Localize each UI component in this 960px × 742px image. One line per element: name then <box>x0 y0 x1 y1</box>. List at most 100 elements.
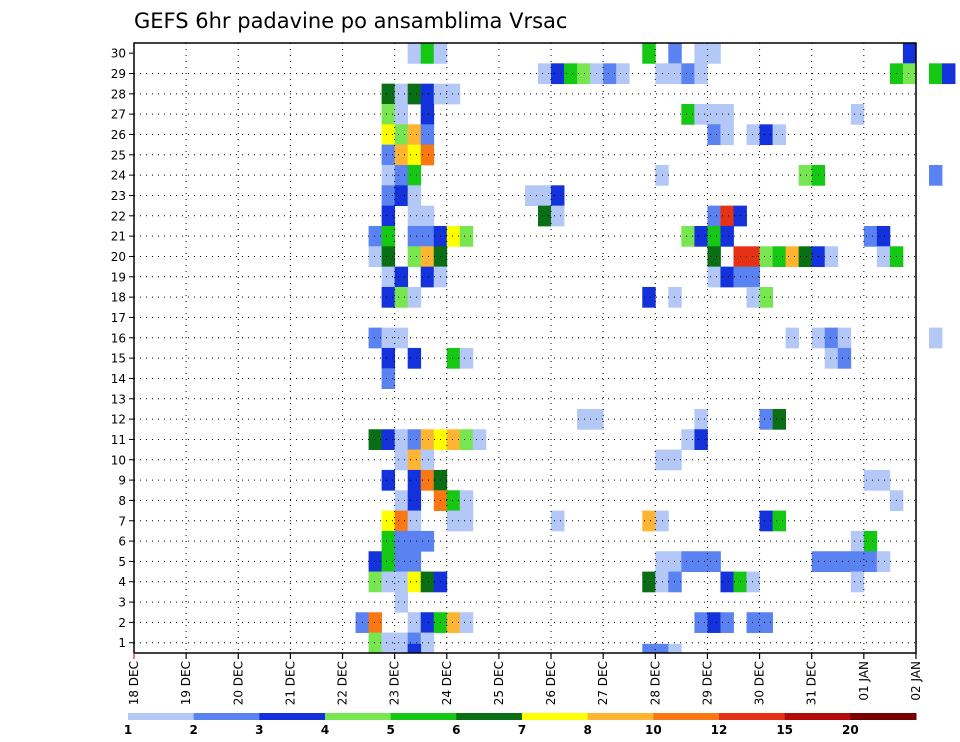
heatmap-cell <box>420 530 435 552</box>
heatmap-cell <box>837 347 852 369</box>
colorbar-swatch <box>193 713 260 720</box>
heatmap-cell <box>538 205 552 227</box>
heatmap-cell <box>394 185 409 207</box>
heatmap-cell <box>655 643 669 653</box>
heatmap-cell <box>407 429 422 450</box>
heatmap-cell <box>577 408 591 430</box>
colorbar-label: 10 <box>645 723 662 737</box>
heatmap-cell <box>407 347 422 369</box>
x-axis-ticks: 18 DEC 19 DEC 20 DEC 21 DEC 22 DEC 23 DEC 24 D… <box>127 653 923 705</box>
heatmap-cell <box>642 510 656 532</box>
heatmap-cell <box>420 225 435 247</box>
colorbar-label: 15 <box>776 723 793 737</box>
heatmap-cell <box>407 530 422 552</box>
heatmap-cell <box>381 347 396 369</box>
x-tick-label: 01 JAN <box>857 661 871 701</box>
heatmap-cell <box>446 510 461 532</box>
heatmap-cell <box>394 327 409 349</box>
heatmap-cell <box>407 571 422 593</box>
heatmap-cell <box>368 551 383 572</box>
heatmap-cell <box>394 490 409 511</box>
heatmap-cell <box>759 124 773 146</box>
heatmap-cell <box>394 266 409 288</box>
heatmap-cell <box>368 571 383 593</box>
heatmap-cell <box>394 83 409 105</box>
y-tick-label: 5 <box>118 555 126 569</box>
heatmap-cell <box>381 510 396 532</box>
heatmap-cell <box>642 286 656 308</box>
y-tick-label: 20 <box>111 250 126 264</box>
heatmap-cell <box>420 83 435 105</box>
y-tick-label: 21 <box>111 230 126 244</box>
colorbar-label: 20 <box>842 723 859 737</box>
heatmap-cell <box>824 327 839 349</box>
x-tick-label: 22 DEC <box>336 661 350 705</box>
heatmap-cell <box>381 429 396 450</box>
colorbar-label: 8 <box>583 723 591 737</box>
heatmap-cell <box>863 225 878 247</box>
heatmap-cell <box>642 43 656 64</box>
heatmap-cell <box>850 103 865 125</box>
plot-frame <box>133 42 917 654</box>
heatmap-cell <box>772 408 787 430</box>
colorbar-swatch <box>653 713 720 720</box>
y-tick-label: 4 <box>118 575 126 589</box>
heatmap-cell <box>850 551 865 572</box>
heatmap-cell <box>433 43 448 64</box>
heatmap-cell <box>720 124 734 146</box>
heatmap-cell <box>368 225 383 247</box>
heatmap-cell <box>551 185 565 207</box>
colorbar-label: 1 <box>124 723 132 737</box>
heatmap-cell <box>381 124 396 146</box>
heatmap-cell <box>538 63 552 85</box>
heatmap-cell <box>368 327 383 349</box>
heatmap-cell <box>746 571 760 593</box>
heatmap-cell <box>472 429 487 450</box>
colorbar-label: 7 <box>518 723 526 737</box>
x-tick-label: 18 DEC <box>127 661 141 705</box>
colorbar-label: 6 <box>452 723 460 737</box>
heatmap-cell <box>394 632 409 654</box>
colorbar-swatch <box>390 713 457 720</box>
heatmap-cell <box>420 124 435 146</box>
y-axis-ticks: 1234567891011121314151617181920212223242… <box>111 47 134 650</box>
heatmap-cell <box>720 225 734 247</box>
heatmap-cell <box>837 551 852 572</box>
grid-lines <box>134 43 916 653</box>
heatmap-cell <box>446 225 461 247</box>
heatmap-cell <box>407 510 422 532</box>
heatmap-cell <box>538 185 552 207</box>
heatmap-cell <box>694 408 708 430</box>
heatmap-cell <box>798 246 813 268</box>
colorbar-swatch <box>456 713 523 720</box>
heatmap-cell <box>420 612 435 633</box>
heatmap-cell <box>394 103 409 125</box>
heatmap-cell <box>407 449 422 471</box>
x-tick-label: 20 DEC <box>231 661 245 705</box>
heatmap-cell <box>707 43 721 64</box>
heatmap-cell <box>668 571 682 593</box>
y-tick-label: 24 <box>111 169 126 183</box>
heatmap-cell <box>668 449 682 471</box>
y-tick-label: 27 <box>111 108 126 122</box>
heatmap-cell <box>459 490 474 511</box>
heatmap-cell <box>759 408 773 430</box>
heatmap-cell <box>407 246 422 268</box>
heatmap-cell <box>720 266 734 288</box>
heatmap-cell <box>407 643 422 653</box>
heatmap-cell <box>707 246 721 268</box>
heatmap-cell <box>407 469 422 491</box>
heatmap-cell <box>381 144 396 166</box>
heatmap-cell <box>446 429 461 450</box>
heatmap-cell <box>720 571 734 593</box>
heatmap-cell <box>942 63 956 85</box>
colorbar-swatch <box>259 713 326 720</box>
heatmap-cell <box>420 205 435 227</box>
colorbar-swatch <box>128 713 195 720</box>
heatmap-cell <box>668 551 682 572</box>
heatmap-cell <box>694 225 708 247</box>
colorbar-label: 4 <box>321 723 329 737</box>
heatmap-cell <box>381 530 396 552</box>
colorbar-label: 5 <box>386 723 394 737</box>
heatmap-cell <box>707 551 721 572</box>
